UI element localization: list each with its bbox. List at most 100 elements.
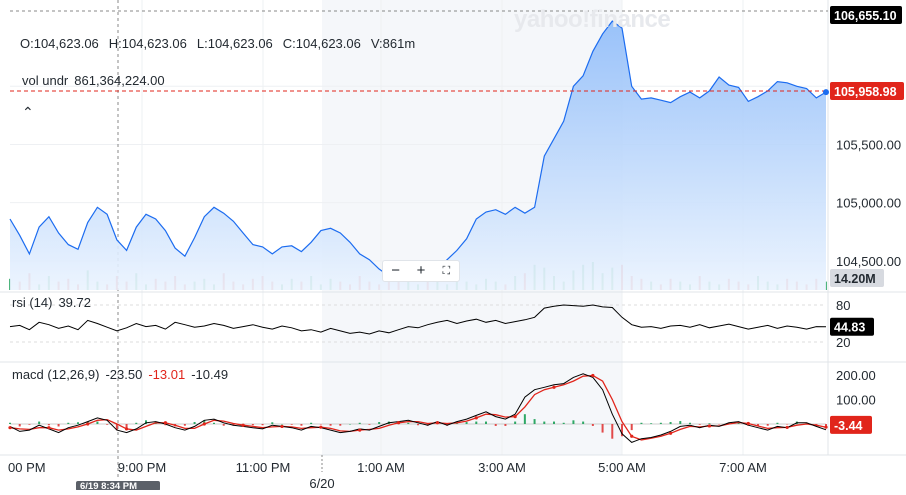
macd-signal-line [9, 374, 827, 441]
top-price-badge: 106,655.10 [834, 9, 897, 23]
macd-histogram-bar [67, 422, 70, 424]
macd-histogram-bar [115, 424, 118, 431]
macd-signal-point [86, 422, 90, 426]
macd-histogram-bar [650, 423, 653, 424]
macd-signal-point [241, 423, 245, 427]
volume-badge-bg [830, 269, 884, 287]
macd-tick-label: 200.00 [836, 368, 876, 383]
macd-histogram-bar [679, 421, 682, 424]
macd-histogram-bar [572, 420, 575, 424]
macd-histogram-bar [698, 424, 701, 425]
macd-signal-point [824, 425, 828, 429]
macd-histogram-bar [9, 422, 11, 424]
price-area [10, 21, 826, 290]
macd-line [9, 373, 827, 443]
macd-histogram-bar [47, 424, 50, 426]
macd-histogram-bar [77, 422, 79, 424]
macd-histogram-bar [310, 422, 313, 424]
last-price-dot [823, 89, 829, 96]
macd-histogram-bar [562, 422, 565, 424]
macd-histogram-bar [708, 423, 711, 424]
macd-histogram-bar [222, 424, 225, 426]
macd-histogram-bar [757, 424, 759, 426]
macd-histogram-bar [825, 424, 827, 427]
time-tick-label: 7:00 AM [719, 460, 767, 475]
fit-screen-button[interactable]: ⛶ [442, 265, 451, 277]
macd-histogram-bar [135, 422, 138, 424]
macd-histogram-bar [329, 424, 332, 426]
macd-signal-point [202, 422, 206, 426]
macd-histogram-bar [494, 424, 497, 426]
macd-signal-point [552, 385, 556, 389]
macd-histogram-bar [213, 422, 215, 424]
macd-histogram-bar [640, 422, 643, 424]
rsi-label: rsi (14) [12, 295, 53, 310]
time-tick-label-partial: 00 PM [8, 460, 46, 475]
date-label: 6/20 [309, 476, 334, 490]
macd-histogram-bar [125, 424, 128, 428]
macd-signal-point [668, 431, 673, 435]
macd-histogram-bar [718, 424, 721, 425]
macd-histogram-bar [38, 421, 41, 424]
macd-signal-point [630, 434, 634, 438]
macd-histogram-bar [281, 424, 283, 425]
macd-histogram-bar [339, 424, 342, 426]
macd-signal-point [8, 426, 12, 430]
macd-hist-value: -10.49 [191, 367, 229, 382]
macd-histogram-bar [271, 422, 274, 424]
rsi-current-badge-bg [830, 317, 874, 336]
price-tick-label: 105,000.00 [836, 196, 901, 211]
macd-histogram-bar [475, 421, 478, 424]
macd-signal-point [435, 421, 440, 425]
macd-signal-value: -13.01 [148, 367, 186, 382]
macd-histogram-bar [203, 420, 206, 424]
macd-histogram-bar [465, 422, 468, 424]
volume-under-label: vol undr [22, 73, 69, 88]
macd-signal-point [319, 425, 323, 429]
macd-signal-point [358, 428, 362, 432]
macd-histogram-bar [776, 422, 779, 424]
zoom-in-button[interactable]: + [416, 262, 426, 279]
crosshair-time-badge-bg [76, 481, 160, 491]
macd-signal-point [396, 421, 401, 425]
macd-histogram-bar [290, 424, 293, 425]
macd-histogram-bar [183, 424, 186, 426]
macd-signal-point [280, 424, 284, 429]
current-price-badge-bg [830, 82, 904, 101]
macd-histogram-bar [18, 424, 21, 427]
macd-signal-point [513, 415, 517, 419]
macd-histogram-bar [417, 424, 419, 426]
time-tick-label: 9:00 PM [118, 460, 166, 475]
close-value: C:104,623.06 [282, 36, 361, 51]
volume-badge: 14.20M [834, 272, 876, 286]
top-price-badge-bg [830, 6, 902, 24]
zoom-out-button[interactable]: − [391, 262, 401, 279]
macd-signal-point [591, 373, 595, 378]
rsi-line [9, 304, 827, 335]
macd-histogram-bar [251, 424, 254, 426]
macd-histogram-bar [378, 422, 381, 424]
macd-signal-point [785, 425, 789, 430]
current-price-badge: 105,958.98 [834, 85, 897, 99]
rsi-current-badge: 44.83 [834, 321, 865, 335]
macd-histogram-bar [106, 424, 109, 425]
macd-current-badge: -3.44 [834, 419, 863, 433]
collapse-chevron-icon[interactable]: ⌃ [22, 104, 34, 120]
macd-histogram-bar [261, 424, 264, 426]
macd-histogram-bar [407, 422, 410, 424]
macd-histogram-bar [504, 424, 507, 426]
macd-histogram-bar [358, 422, 361, 424]
price-tick-label: 104,500.00 [836, 254, 901, 269]
high-value: H:104,623.06 [108, 36, 187, 51]
macd-histogram-bar [766, 424, 769, 426]
macd-histogram-bar [786, 424, 789, 425]
volume-under-legend: vol undr 861,364,224.00 [22, 73, 171, 88]
volume-value: V:861m [370, 36, 416, 51]
macd-label: macd (12,26,9) [12, 367, 100, 382]
macd-signal-point [746, 421, 750, 426]
macd-value: -23.50 [105, 367, 143, 382]
macd-signal-point [124, 427, 129, 431]
time-tick-label: 5:00 AM [598, 460, 646, 475]
